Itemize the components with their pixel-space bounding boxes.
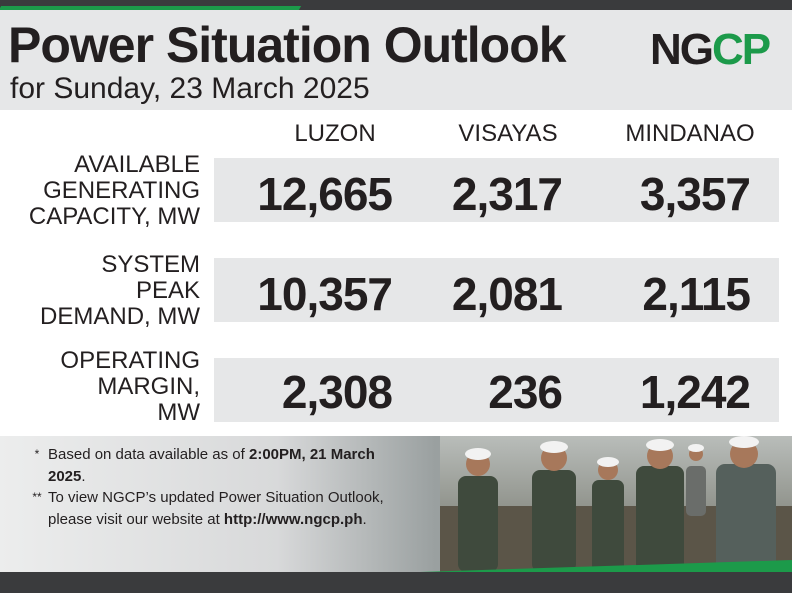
column-header-visayas: VISAYAS xyxy=(458,120,558,147)
value-demand-visayas: 2,081 xyxy=(451,268,563,320)
row-band-demand xyxy=(214,258,779,322)
footnote-website: ** To view NGCP’s updated Power Situation… xyxy=(28,487,388,530)
value-demand-mindanao: 2,115 xyxy=(642,268,751,320)
footnote-text: . xyxy=(362,510,367,528)
footnote-text: Based on data available as of xyxy=(48,446,249,463)
svg-text:NGCP: NGCP xyxy=(650,25,770,72)
row-label-line: SYSTEM xyxy=(101,251,200,278)
top-bar xyxy=(0,0,792,10)
website-link[interactable]: http://www.ngcp.ph xyxy=(223,510,363,528)
footer: * Based on data available as of 2:00PM, 2… xyxy=(0,436,792,572)
value-margin-visayas: 236 xyxy=(488,366,563,418)
bottom-bar xyxy=(0,572,792,593)
footnotes: * Based on data available as of 2:00PM, 2… xyxy=(28,444,388,530)
ngcp-logo: NGCP xyxy=(650,25,772,72)
row-label-margin: OPERATING MARGIN, MW xyxy=(0,348,200,426)
value-capacity-visayas: 2,317 xyxy=(451,168,563,220)
value-demand-luzon: 10,357 xyxy=(257,268,393,320)
page-subtitle: for Sunday, 23 March 2025 xyxy=(10,72,370,105)
footnote-data-timestamp: * Based on data available as of 2:00PM, 2… xyxy=(28,444,388,487)
row-label-line: AVAILABLE xyxy=(74,151,200,178)
footnote-marker: * xyxy=(34,447,40,461)
footnote-marker: ** xyxy=(32,490,42,504)
field-workers-photo xyxy=(440,436,792,572)
row-label-line: GENERATING xyxy=(43,177,200,204)
value-margin-luzon: 2,308 xyxy=(281,366,393,418)
row-label-line: PEAK xyxy=(135,277,200,304)
row-label-line: MW xyxy=(157,399,200,426)
value-capacity-luzon: 12,665 xyxy=(257,168,393,220)
footnote-bold: 2:00PM, 21 March 2025 xyxy=(48,446,375,485)
column-header-luzon: LUZON xyxy=(294,120,376,147)
row-label-line: DEMAND, MW xyxy=(40,303,200,330)
value-capacity-mindanao: 3,357 xyxy=(639,168,751,220)
header: Power Situation Outlook for Sunday, 23 M… xyxy=(0,10,792,110)
row-band-margin xyxy=(214,358,779,422)
value-margin-mindanao: 1,242 xyxy=(639,366,751,418)
row-band-capacity xyxy=(214,158,779,222)
row-label-line: CAPACITY, MW xyxy=(28,203,200,230)
row-label-capacity: AVAILABLE GENERATING CAPACITY, MW xyxy=(0,152,200,230)
footnote-text: . xyxy=(81,467,86,485)
column-header-mindanao: MINDANAO xyxy=(625,120,755,147)
row-label-line: MARGIN, xyxy=(97,373,200,400)
page-title: Power Situation Outlook xyxy=(8,17,567,73)
outlook-table: LUZON VISAYAS MINDANAO AVAILABLE GENERAT… xyxy=(0,110,792,436)
footnote-text: To view NGCP’s updated Power Situation O… xyxy=(48,489,384,528)
row-label-line: OPERATING xyxy=(60,347,200,374)
row-label-demand: SYSTEM PEAK DEMAND, MW xyxy=(0,252,200,330)
